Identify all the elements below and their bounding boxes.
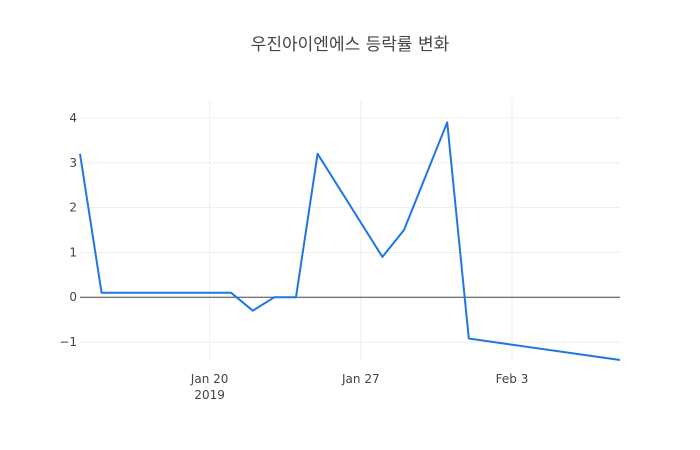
- y-tick-label: −1: [59, 335, 77, 349]
- chart-title: 우진아이엔에스 등락률 변화: [251, 35, 450, 55]
- x-tick-label: Feb 3: [496, 372, 529, 386]
- x-axis-ticks: Jan 20 2019 Jan 27 Feb 3: [190, 372, 529, 402]
- x-tick-label: Jan 27: [341, 372, 380, 386]
- series-layer: [79, 121, 621, 361]
- y-tick-label: 2: [69, 201, 77, 215]
- y-tick-label: 0: [69, 290, 77, 304]
- y-axis-ticks: −1 0 1 2 3 4: [59, 111, 77, 349]
- x-tick-sublabel: 2019: [194, 388, 225, 402]
- series-line: [79, 121, 621, 361]
- y-tick-label: 4: [69, 111, 77, 125]
- y-tick-label: 1: [69, 245, 77, 259]
- y-tick-label: 3: [69, 156, 77, 170]
- grid-lines: [80, 100, 620, 360]
- x-tick-label: Jan 20: [190, 372, 229, 386]
